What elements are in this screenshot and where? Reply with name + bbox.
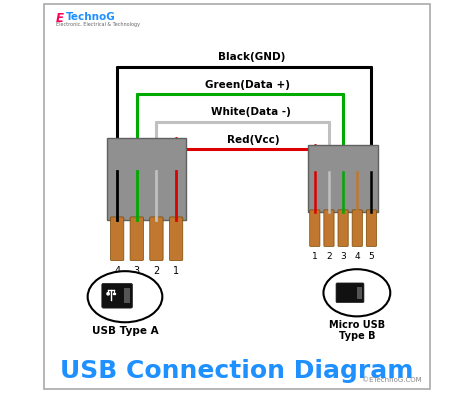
Text: TechnoG: TechnoG — [66, 12, 116, 22]
Text: 3: 3 — [134, 266, 140, 276]
Text: 5: 5 — [368, 252, 374, 261]
FancyBboxPatch shape — [366, 210, 376, 246]
Text: USB Type A: USB Type A — [91, 326, 158, 336]
Circle shape — [107, 292, 109, 295]
FancyBboxPatch shape — [357, 287, 362, 299]
Text: 2: 2 — [326, 252, 332, 261]
FancyBboxPatch shape — [324, 210, 334, 246]
Text: 4: 4 — [355, 252, 360, 261]
Text: 2: 2 — [153, 266, 160, 276]
FancyBboxPatch shape — [336, 283, 364, 303]
Text: E: E — [56, 12, 64, 25]
Text: Green(Data +): Green(Data +) — [205, 80, 290, 90]
FancyBboxPatch shape — [102, 283, 132, 308]
Text: Red(Vcc): Red(Vcc) — [227, 135, 280, 145]
FancyBboxPatch shape — [310, 210, 320, 246]
Ellipse shape — [323, 269, 390, 316]
Text: Black(GND): Black(GND) — [219, 52, 286, 62]
Text: Micro USB
Type B: Micro USB Type B — [329, 320, 385, 341]
FancyBboxPatch shape — [150, 217, 163, 261]
FancyBboxPatch shape — [124, 288, 130, 303]
FancyBboxPatch shape — [352, 210, 362, 246]
Text: USB Connection Diagram: USB Connection Diagram — [60, 359, 414, 384]
Text: 4: 4 — [114, 266, 120, 276]
Ellipse shape — [88, 271, 162, 322]
Text: ©ETechnoG.COM: ©ETechnoG.COM — [362, 377, 422, 383]
FancyBboxPatch shape — [45, 4, 429, 389]
FancyBboxPatch shape — [110, 217, 124, 261]
FancyBboxPatch shape — [130, 217, 144, 261]
Bar — [113, 292, 115, 294]
Text: Electronic, Electrical & Technology: Electronic, Electrical & Technology — [56, 22, 140, 27]
Text: White(Data -): White(Data -) — [210, 107, 291, 117]
FancyBboxPatch shape — [338, 210, 348, 246]
FancyBboxPatch shape — [169, 217, 183, 261]
Bar — [107, 138, 186, 220]
Text: 3: 3 — [340, 252, 346, 261]
Text: 1: 1 — [312, 252, 318, 261]
Bar — [308, 145, 378, 212]
Text: 1: 1 — [173, 266, 179, 276]
